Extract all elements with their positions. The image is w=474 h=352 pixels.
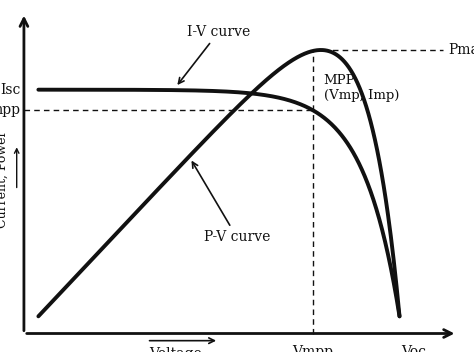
Text: MPP
(Vmp, Imp): MPP (Vmp, Imp) — [324, 74, 399, 101]
Text: Voc: Voc — [401, 345, 427, 352]
Text: Voltage: Voltage — [149, 347, 202, 352]
Text: Pmax: Pmax — [448, 43, 474, 57]
Text: I-V curve: I-V curve — [178, 25, 251, 84]
Text: P-V curve: P-V curve — [192, 162, 270, 244]
Text: Vmpp: Vmpp — [292, 345, 333, 352]
Text: Isc: Isc — [0, 83, 20, 97]
Text: Current, Power: Current, Power — [0, 130, 9, 228]
Text: mpp: mpp — [0, 103, 20, 117]
